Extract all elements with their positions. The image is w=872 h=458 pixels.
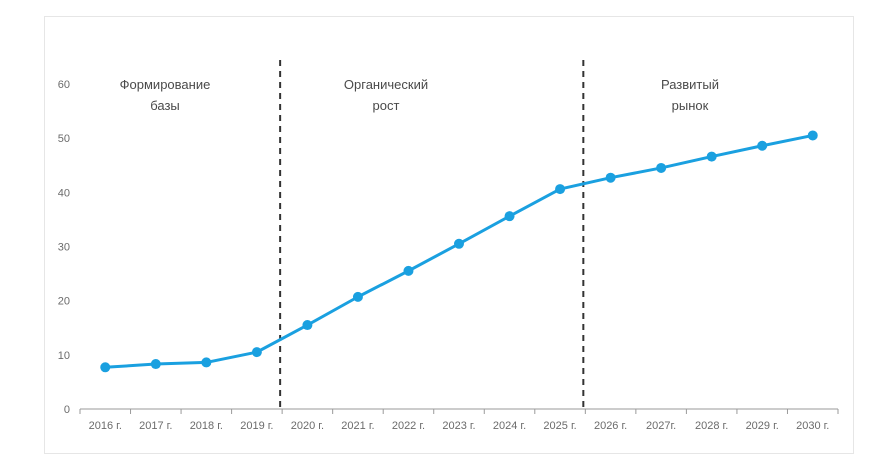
x-tick-label: 2028 г. xyxy=(695,420,728,432)
data-point xyxy=(454,238,464,249)
chart-frame xyxy=(44,16,854,454)
y-tick-label: 50 xyxy=(58,133,70,145)
data-point xyxy=(201,357,212,368)
phase-label: рост xyxy=(373,98,400,113)
data-point xyxy=(605,172,616,183)
x-tick-label: 2029 г. xyxy=(746,420,779,432)
x-tick-label: 2027г. xyxy=(646,420,676,432)
x-tick-label: 2021 г. xyxy=(341,420,374,432)
data-point xyxy=(150,359,161,370)
phase-label: рынок xyxy=(672,98,709,113)
y-tick-label: 20 xyxy=(58,296,70,308)
x-tick-label: 2022 г. xyxy=(392,420,425,432)
x-tick-label: 2025 г. xyxy=(543,420,576,432)
x-tick-label: 2018 г. xyxy=(190,420,223,432)
y-tick-label: 0 xyxy=(64,404,70,416)
phase-label: Формирование xyxy=(120,77,211,92)
x-tick-label: 2019 г. xyxy=(240,420,273,432)
y-tick-label: 10 xyxy=(58,350,70,362)
phase-label: базы xyxy=(150,98,180,113)
data-point xyxy=(757,140,768,151)
x-tick-label: 2020 г. xyxy=(291,420,324,432)
x-tick-label: 2026 г. xyxy=(594,420,627,432)
series-line xyxy=(105,133,814,369)
phase-label: Развитый xyxy=(661,77,719,92)
x-tick-label: 2030 г. xyxy=(796,420,829,432)
data-point xyxy=(807,130,818,141)
x-tick-label: 2024 г. xyxy=(493,420,526,432)
y-tick-label: 30 xyxy=(58,242,70,254)
x-tick-label: 2017 г. xyxy=(139,420,172,432)
data-point xyxy=(251,347,262,358)
phase-label: Органический xyxy=(344,77,428,92)
y-tick-label: 40 xyxy=(58,187,70,199)
x-tick-label: 2016 г. xyxy=(89,420,122,432)
data-point xyxy=(403,265,414,276)
x-tick-label: 2023 г. xyxy=(442,420,475,432)
phase-dividers xyxy=(279,60,585,409)
x-axis: 2016 г. 2017 г. 2018 г. 2019 г. 2020 г. 2021 … xyxy=(79,408,839,432)
data-point xyxy=(555,184,566,195)
data-point xyxy=(656,162,667,173)
y-axis: 0 10 20 30 40 50 60 xyxy=(58,79,70,416)
y-tick-label: 60 xyxy=(58,79,70,91)
data-point xyxy=(504,211,515,222)
data-point xyxy=(706,151,717,162)
series-group xyxy=(100,130,818,373)
phase-labels: Формирование базы Органический рост Развитый… xyxy=(120,77,719,113)
data-point xyxy=(352,291,363,302)
data-point xyxy=(302,320,313,331)
data-point xyxy=(100,362,111,373)
